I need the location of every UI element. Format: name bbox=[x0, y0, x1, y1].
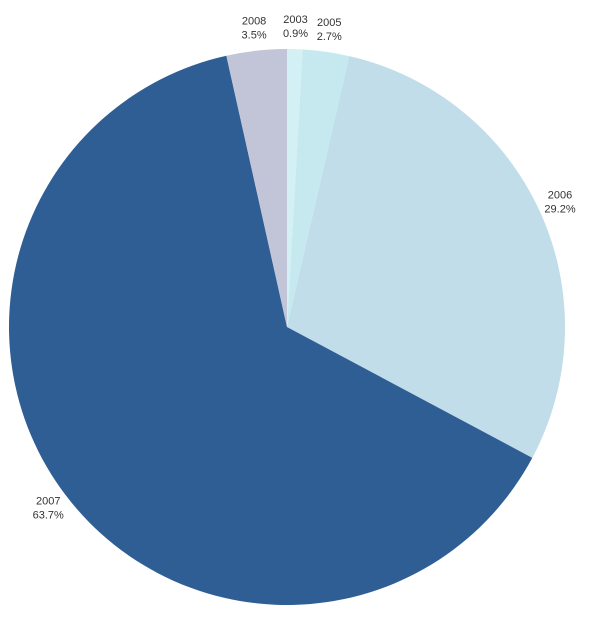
slice-value: 2.7% bbox=[317, 31, 342, 43]
pie-slice bbox=[226, 49, 287, 327]
slice-value: 63.7% bbox=[33, 510, 64, 522]
slice-value: 3.5% bbox=[242, 30, 267, 42]
slice-label: 2008 bbox=[242, 16, 266, 28]
slice-label: 2007 bbox=[36, 496, 60, 508]
slice-label: 2005 bbox=[317, 17, 341, 29]
pie-slice bbox=[287, 49, 303, 327]
slice-label: 2003 bbox=[283, 14, 307, 26]
pie-slice bbox=[287, 49, 350, 328]
slice-value: 29.2% bbox=[544, 204, 575, 216]
slice-label: 2006 bbox=[548, 190, 572, 202]
pie-slice bbox=[287, 56, 566, 458]
slice-value: 0.9% bbox=[283, 28, 308, 40]
pie-slice bbox=[9, 55, 533, 606]
